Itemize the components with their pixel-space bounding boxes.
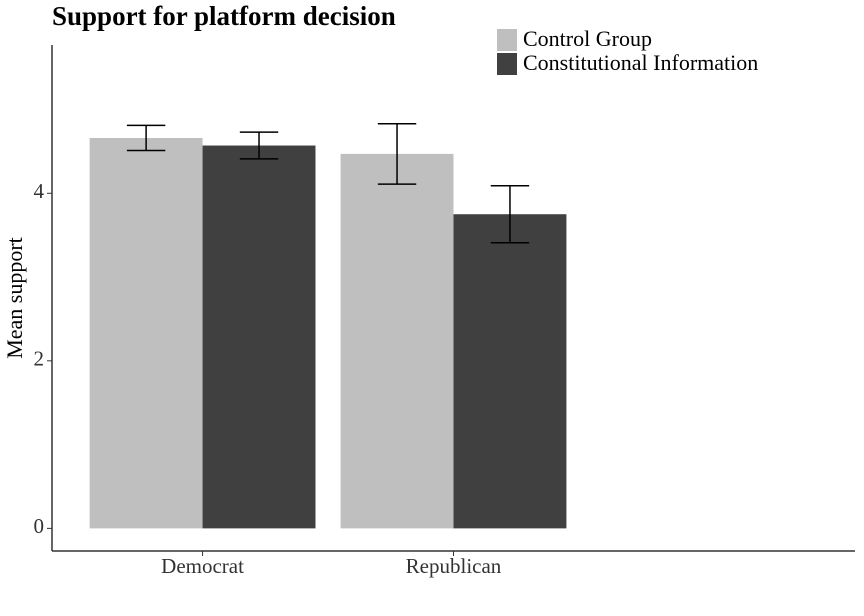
- legend-label: Control Group: [523, 26, 652, 51]
- error-bar: [490, 184, 530, 244]
- error-bar: [377, 122, 417, 185]
- chart-title: Support for platform decision: [52, 1, 396, 31]
- legend-label: Constitutional Information: [523, 50, 758, 75]
- y-axis-label: Mean support: [2, 237, 27, 359]
- x-tick-label: Democrat: [161, 554, 244, 578]
- bar: [202, 145, 316, 529]
- bar: [453, 214, 567, 529]
- bar: [89, 137, 203, 529]
- y-tick-label: 2: [34, 347, 45, 371]
- legend-swatch: [497, 53, 517, 75]
- y-tick-label: 0: [34, 514, 45, 538]
- legend-swatch: [497, 29, 517, 51]
- bar: [340, 153, 454, 529]
- x-tick-label: Republican: [406, 554, 502, 578]
- y-tick-label: 4: [34, 179, 45, 203]
- error-bar: [126, 124, 166, 152]
- error-bar: [239, 131, 279, 160]
